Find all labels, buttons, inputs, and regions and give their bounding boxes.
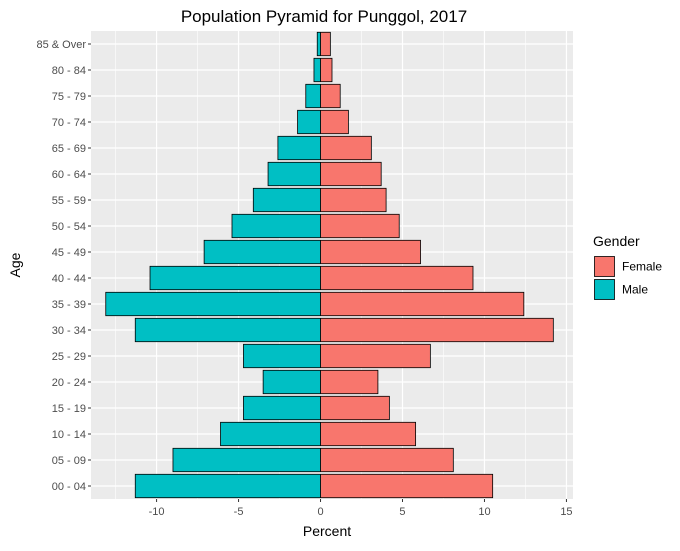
bar-male [105, 291, 321, 317]
x-tick-label: 0 [317, 506, 323, 518]
bar-female [320, 369, 379, 395]
bar-female [320, 343, 431, 369]
plot-panel [91, 31, 573, 499]
bar-female [320, 161, 382, 187]
chart-title: Population Pyramid for Punggol, 2017 [181, 7, 467, 26]
y-tick-label: 85 & Over [36, 39, 86, 51]
x-axis-title: Percent [303, 523, 351, 539]
legend-swatch-male [594, 279, 615, 300]
bar-female [320, 31, 331, 57]
bar-female [320, 421, 417, 447]
bar-female [320, 213, 400, 239]
y-tick-label: 80 - 84 [52, 65, 86, 77]
bar-female [320, 187, 387, 213]
legend-label-female: Female [622, 260, 662, 274]
bar-female [320, 57, 333, 83]
y-tick-label: 20 - 24 [52, 377, 86, 389]
y-tick-label: 65 - 69 [52, 143, 86, 155]
legend-label-male: Male [622, 283, 648, 297]
bar-male [172, 447, 321, 473]
y-tick-label: 00 - 04 [52, 481, 86, 493]
y-tick-label: 05 - 09 [52, 455, 86, 467]
bar-female [320, 135, 372, 161]
y-tick-label: 70 - 74 [52, 117, 86, 129]
y-tick-label: 40 - 44 [52, 273, 86, 285]
y-tick-label: 10 - 14 [52, 429, 86, 441]
bar-male [316, 31, 321, 57]
bar-male [262, 369, 321, 395]
x-axis: -10 -5 0 5 10 15 [149, 499, 573, 518]
bar-male [297, 109, 321, 135]
y-axis: 00 - 04 05 - 09 10 - 14 15 - 19 20 - 24 25 - … [36, 39, 91, 493]
bar-female [320, 83, 341, 109]
y-tick-label: 45 - 49 [52, 247, 86, 259]
bar-male [203, 239, 321, 265]
bar-female [320, 395, 390, 421]
y-tick-label: 25 - 29 [52, 351, 86, 363]
panel-background [91, 31, 573, 499]
bar-male [267, 161, 321, 187]
bar-female [320, 317, 554, 343]
y-tick-label: 35 - 39 [52, 299, 86, 311]
bar-female [320, 239, 421, 265]
x-tick-label: 15 [560, 506, 572, 518]
bar-female [320, 265, 474, 291]
bar-male [243, 395, 321, 421]
bar-male [134, 473, 321, 499]
y-axis-title: Age [7, 252, 23, 277]
y-tick-label: 30 - 34 [52, 325, 86, 337]
bar-male [313, 57, 321, 83]
bar-male [243, 343, 321, 369]
x-tick-label: -5 [234, 506, 244, 518]
x-tick-label: 5 [399, 506, 405, 518]
legend: Gender Female Male [593, 233, 662, 300]
y-tick-label: 50 - 54 [52, 221, 86, 233]
x-tick-label: 10 [478, 506, 490, 518]
bar-male [149, 265, 321, 291]
bar-female [320, 291, 525, 317]
bar-female [320, 473, 494, 499]
bar-female [320, 447, 454, 473]
bar-female [320, 109, 349, 135]
bar-male [277, 135, 321, 161]
bar-male [134, 317, 321, 343]
bars-group [105, 31, 554, 499]
bar-male [305, 83, 321, 109]
y-tick-label: 75 - 79 [52, 91, 86, 103]
bar-male [252, 187, 321, 213]
legend-title: Gender [593, 233, 640, 249]
y-tick-label: 60 - 64 [52, 169, 86, 181]
y-tick-label: 15 - 19 [52, 403, 86, 415]
bar-male [220, 421, 321, 447]
x-tick-label: -10 [149, 506, 165, 518]
y-tick-label: 55 - 59 [52, 195, 86, 207]
bar-male [231, 213, 321, 239]
legend-swatch-female [594, 256, 615, 277]
